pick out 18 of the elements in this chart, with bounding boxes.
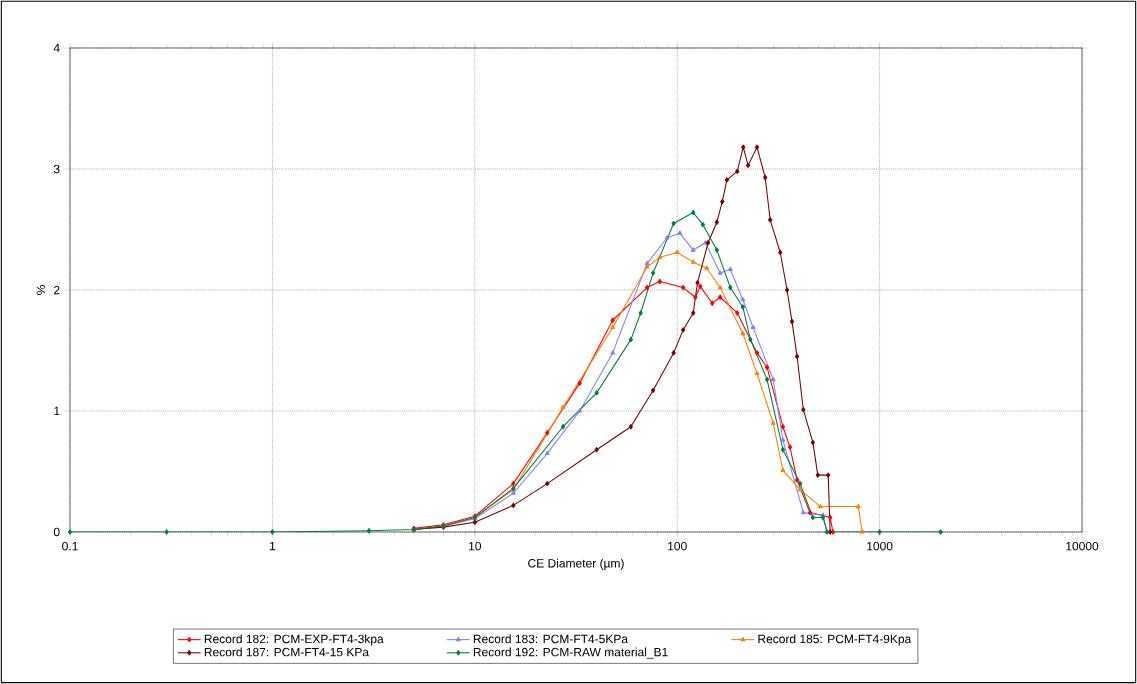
y-tick-label: 2 — [54, 285, 60, 295]
legend-label: Record 187: PCM-FT4-15 KPa — [204, 647, 370, 657]
x-tick-label: 1000 — [867, 541, 893, 551]
x-tick-label: 0.1 — [62, 541, 78, 551]
y-tick-label: 0 — [53, 527, 60, 537]
y-axis-title: % — [36, 285, 46, 295]
y-tick-label: 4 — [53, 43, 60, 53]
legend-label: Record 183: PCM-FT4-5KPa — [473, 634, 629, 644]
x-tick-label: 100 — [668, 541, 687, 551]
x-tick-label: 10 — [469, 541, 482, 551]
legend-label: Record 192: PCM-RAW material_B1 — [473, 647, 668, 659]
legend-label: Record 185: PCM-FT4-9Kpa — [758, 634, 912, 646]
x-tick-label: 1 — [269, 541, 276, 551]
y-tick-label: 1 — [54, 406, 60, 416]
x-tick-label: 10000 — [1066, 541, 1099, 551]
legend-label: Record 182: PCM-EXP-FT4-3kpa — [204, 634, 384, 646]
x-axis-title: CE Diameter (µm) — [528, 558, 624, 570]
y-tick-label: 3 — [53, 164, 60, 174]
